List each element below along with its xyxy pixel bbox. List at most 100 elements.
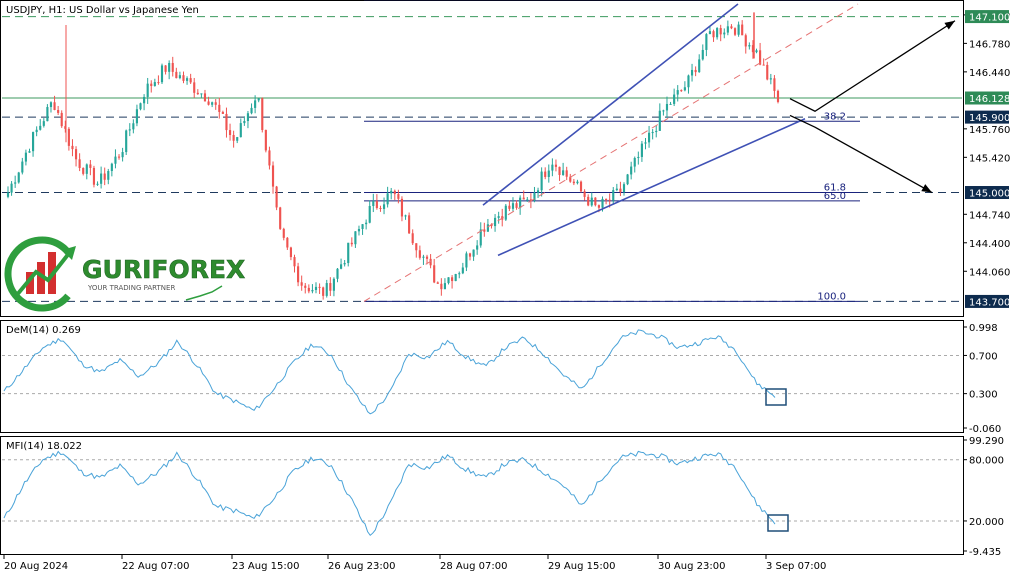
candle-body bbox=[6, 192, 10, 197]
candle-body bbox=[10, 183, 13, 193]
candle-body bbox=[579, 181, 583, 192]
time-tick-label: 26 Aug 23:00 bbox=[328, 561, 395, 572]
candle-body bbox=[665, 103, 669, 111]
candle-body bbox=[132, 123, 135, 130]
candle-body bbox=[608, 199, 611, 201]
candle-body bbox=[422, 256, 425, 258]
logo-bar-icon bbox=[37, 262, 45, 294]
logo-ring-icon bbox=[4, 236, 80, 312]
candle-body bbox=[339, 264, 343, 269]
candle-body bbox=[67, 128, 70, 146]
candle-body bbox=[547, 170, 550, 177]
candle-body bbox=[128, 129, 131, 131]
price-tick-label: 144.400 bbox=[969, 239, 1010, 250]
candle-body bbox=[544, 171, 547, 177]
osc-tick-label: 80.000 bbox=[969, 456, 1004, 467]
candle-body bbox=[587, 196, 590, 206]
candle-body bbox=[683, 87, 686, 91]
candle-body bbox=[619, 188, 622, 193]
axis-layer: 147.120146.780146.440145.760145.420144.7… bbox=[3, 10, 1010, 572]
candle-body bbox=[519, 197, 522, 208]
candle-body bbox=[576, 181, 579, 184]
candle-body bbox=[687, 75, 690, 88]
candle-body bbox=[207, 101, 210, 105]
candle-body bbox=[372, 201, 375, 207]
candle-body bbox=[189, 78, 192, 83]
candle-body bbox=[332, 278, 335, 291]
highlight-box bbox=[765, 388, 787, 406]
candle-body bbox=[379, 207, 382, 209]
candle-body bbox=[558, 166, 561, 175]
candle-body bbox=[107, 171, 110, 180]
candle-body bbox=[411, 233, 414, 244]
candle-body bbox=[676, 90, 679, 95]
time-tick-label: 3 Sep 07:00 bbox=[766, 561, 826, 572]
dem-layer: 0.998 0.700 0.300 -0.060 bbox=[2, 323, 1001, 435]
candle-body bbox=[762, 64, 765, 66]
candle-body bbox=[386, 193, 389, 205]
price-tag bbox=[965, 186, 1009, 200]
candle-body bbox=[694, 69, 697, 73]
candle-body bbox=[300, 282, 303, 286]
candle-body bbox=[483, 229, 486, 232]
candle-body bbox=[472, 249, 475, 257]
candle-body bbox=[264, 129, 267, 151]
candle-body bbox=[117, 156, 121, 158]
candle-body bbox=[447, 277, 450, 284]
candle-body bbox=[737, 24, 740, 35]
mfi-layer: 99.290 80.000 20.000 -9.435 bbox=[2, 436, 1004, 558]
candle-body bbox=[741, 24, 744, 36]
candle-body bbox=[633, 158, 636, 167]
price-tag bbox=[965, 10, 1009, 24]
candle-body bbox=[773, 78, 776, 91]
candle-body bbox=[228, 130, 232, 135]
osc-tick-label: -9.435 bbox=[969, 547, 1001, 558]
candle-body bbox=[286, 237, 289, 248]
price-pane bbox=[0, 0, 964, 317]
price-tag-label: 145.000 bbox=[969, 189, 1010, 200]
logo-name: GURIFOREX bbox=[82, 255, 245, 284]
candle-body bbox=[436, 282, 439, 284]
candle-body bbox=[85, 164, 88, 174]
candle-body bbox=[698, 59, 701, 73]
candle-body bbox=[329, 283, 332, 291]
logo-tagline: YOUR TRADING PARTNER bbox=[87, 284, 175, 292]
candle-body bbox=[175, 71, 178, 79]
candle-body bbox=[182, 75, 185, 81]
candle-body bbox=[622, 184, 626, 193]
candle-body bbox=[454, 273, 457, 282]
osc-tick-label: 0.700 bbox=[969, 351, 998, 362]
candle-body bbox=[554, 164, 558, 167]
candle-body bbox=[82, 167, 85, 174]
candle-body bbox=[304, 285, 307, 288]
osc-tick-label: -0.060 bbox=[969, 424, 1001, 435]
candle-body bbox=[257, 98, 260, 101]
candle-body bbox=[562, 170, 565, 175]
candle-body bbox=[673, 94, 676, 104]
candle-body bbox=[769, 78, 772, 80]
price-tag bbox=[965, 91, 1009, 105]
chart-title: USDJPY, H1: US Dollar vs Japanese Yen bbox=[6, 5, 199, 16]
candle-body bbox=[468, 253, 472, 257]
candle-body bbox=[569, 176, 572, 182]
candle-body bbox=[540, 171, 543, 191]
candle-body bbox=[705, 34, 708, 50]
candle-body bbox=[759, 50, 762, 65]
price-tag-label: 143.700 bbox=[969, 297, 1010, 308]
osc-tick-label: 0.998 bbox=[969, 323, 998, 334]
dem-pane bbox=[0, 320, 964, 433]
candle-body bbox=[397, 194, 400, 199]
candle-body bbox=[78, 159, 81, 168]
bearish-arrow bbox=[789, 114, 933, 194]
candle-body bbox=[21, 161, 24, 173]
price-tag-label: 147.100 bbox=[969, 13, 1010, 24]
candle-body bbox=[458, 273, 461, 275]
candle-body bbox=[53, 102, 56, 111]
candle-body bbox=[39, 125, 42, 130]
candle-body bbox=[565, 170, 568, 177]
candle-body bbox=[74, 149, 78, 160]
candle-body bbox=[504, 205, 507, 220]
candle-body bbox=[393, 190, 396, 195]
candle-body bbox=[647, 132, 651, 143]
candle-body bbox=[486, 224, 489, 232]
